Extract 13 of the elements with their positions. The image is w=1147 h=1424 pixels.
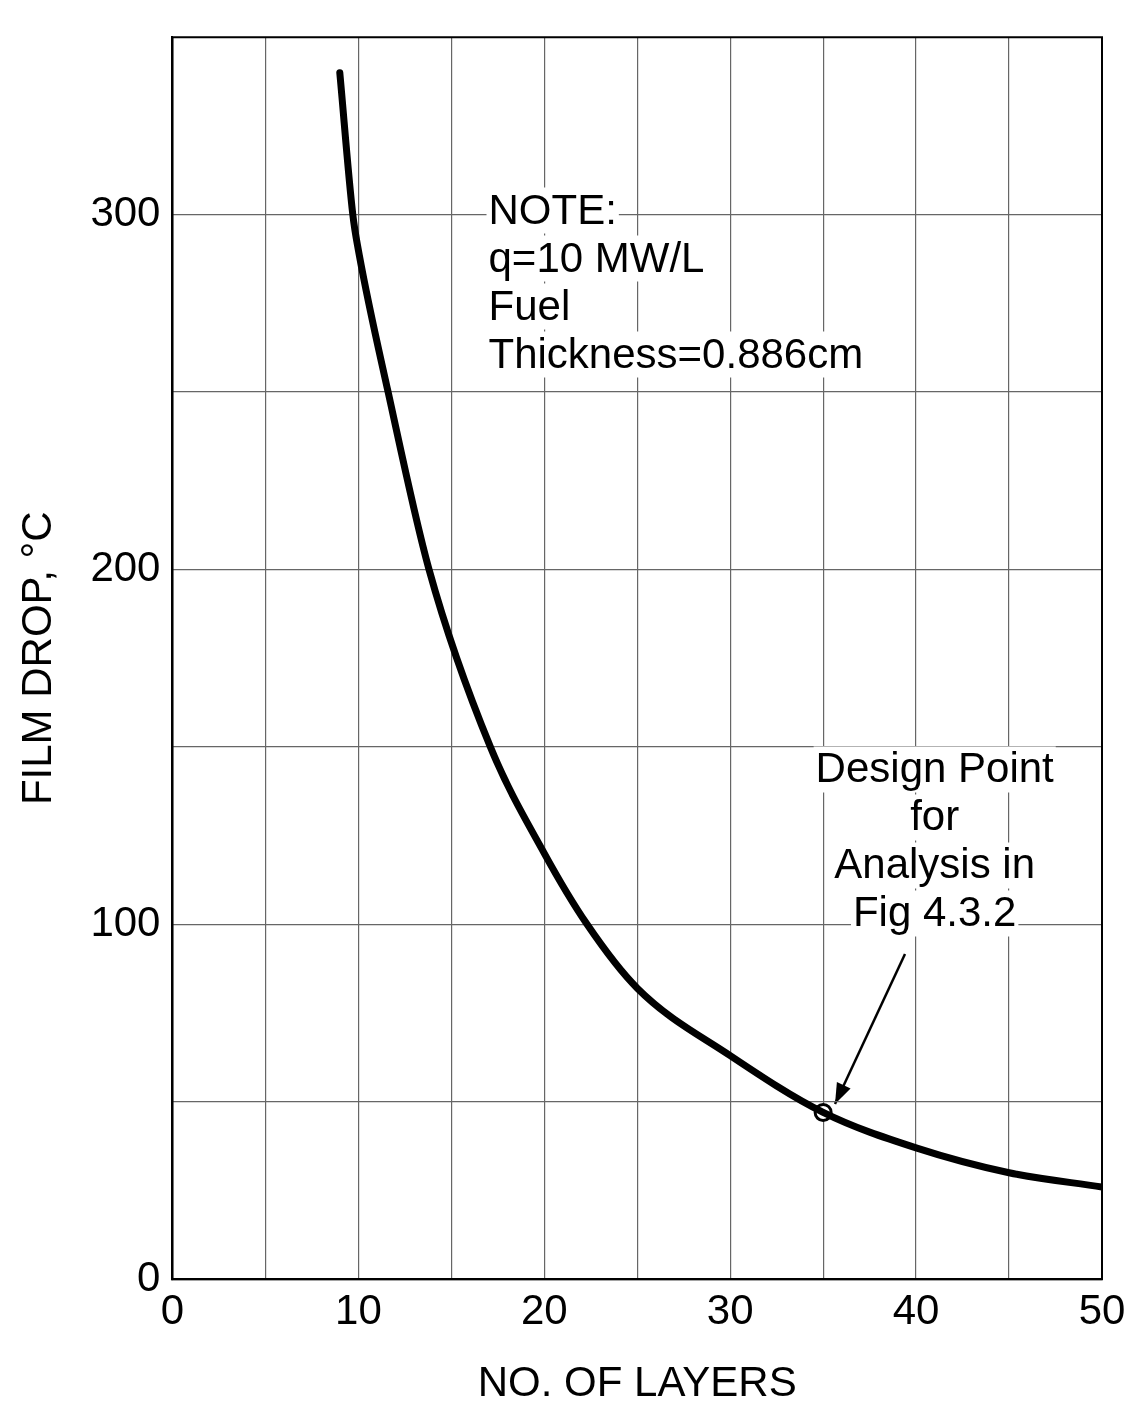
y-tick-label: 0 [137, 1252, 161, 1300]
annotation: Design Point for Analysis in Fig 4.3.2 [815, 744, 1055, 936]
x-tick-label: 10 [335, 1285, 382, 1333]
x-tick-label: 50 [1078, 1285, 1126, 1333]
y-axis-title: FILM DROP, °C [12, 511, 60, 806]
y-tick-label: 100 [90, 897, 161, 945]
y-tick-label: 300 [90, 188, 161, 236]
y-tick-label: 200 [90, 543, 161, 591]
x-axis-title: NO. OF LAYERS [477, 1358, 797, 1406]
x-tick-label: 20 [520, 1285, 568, 1333]
x-tick-label: 30 [706, 1285, 754, 1333]
x-tick-label: 40 [892, 1285, 940, 1333]
annotation: NOTE: q=10 MW/L Fuel Thickness=0.886cm [488, 185, 864, 377]
